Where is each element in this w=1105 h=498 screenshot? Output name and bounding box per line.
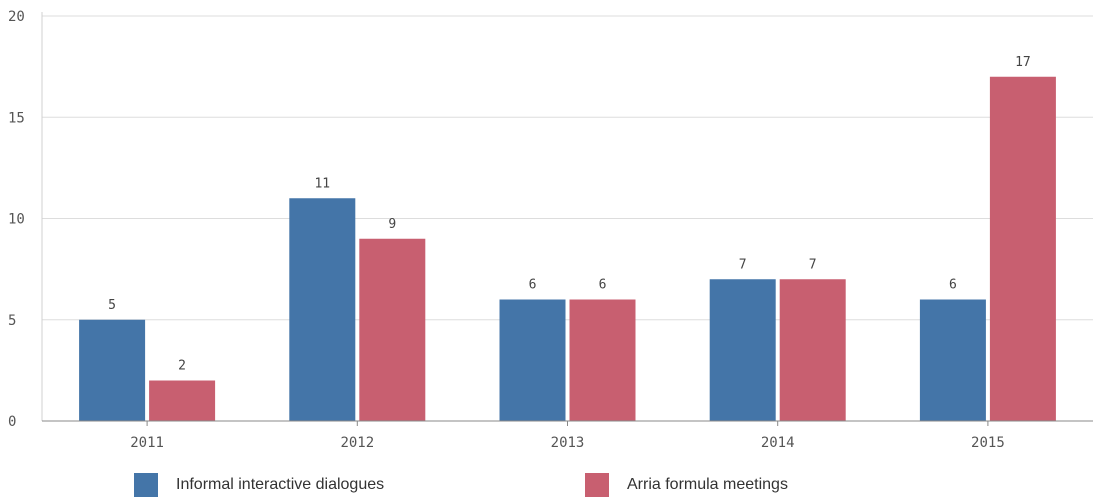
bar[interactable] [149, 380, 216, 422]
x-axis-ticks: 2011 2012 2013 2014 2015 [130, 421, 1005, 451]
y-tick-label: 5 [8, 313, 16, 329]
x-tick-label: 2012 [340, 435, 374, 451]
gridlines [41, 12, 1093, 421]
data-label: 6 [949, 278, 957, 293]
x-tick-label: 2013 [551, 435, 585, 451]
bar[interactable] [499, 299, 566, 422]
data-label: 11 [314, 176, 330, 191]
x-tick-label: 2011 [130, 435, 164, 451]
legend-item-arria[interactable]: Arria formula meetings [585, 472, 788, 498]
bar[interactable] [709, 279, 776, 421]
bar[interactable] [289, 198, 356, 421]
data-label: 6 [599, 278, 607, 293]
legend-swatch-informal [134, 473, 158, 497]
data-label: 7 [739, 257, 747, 272]
data-label: 5 [108, 298, 116, 313]
data-labels: 5 2 11 9 6 6 7 7 6 17 [108, 55, 1031, 374]
data-label: 2 [178, 359, 186, 374]
bar[interactable] [989, 76, 1056, 421]
data-label: 7 [809, 257, 817, 272]
legend-label-informal: Informal interactive dialogues [176, 476, 385, 493]
y-tick-label: 0 [8, 414, 16, 430]
bars [79, 76, 1056, 422]
legend: Informal interactive dialogues Arria for… [0, 472, 1105, 498]
x-tick-label: 2014 [761, 435, 795, 451]
data-label: 17 [1015, 55, 1031, 70]
legend-label-arria: Arria formula meetings [627, 476, 788, 493]
bar[interactable] [359, 238, 426, 421]
data-label: 6 [529, 278, 537, 293]
bar[interactable] [919, 299, 986, 422]
legend-swatch-arria [585, 473, 609, 497]
bar[interactable] [79, 319, 146, 421]
x-tick-label: 2015 [971, 435, 1005, 451]
y-tick-label: 20 [8, 9, 25, 25]
legend-item-informal[interactable]: Informal interactive dialogues [134, 472, 384, 498]
y-tick-label: 10 [8, 212, 25, 228]
bar[interactable] [779, 279, 846, 421]
y-axis-ticks: 0 5 10 15 20 [8, 9, 25, 430]
y-tick-label: 15 [8, 110, 25, 126]
data-label: 9 [388, 217, 396, 232]
bar[interactable] [569, 299, 636, 422]
